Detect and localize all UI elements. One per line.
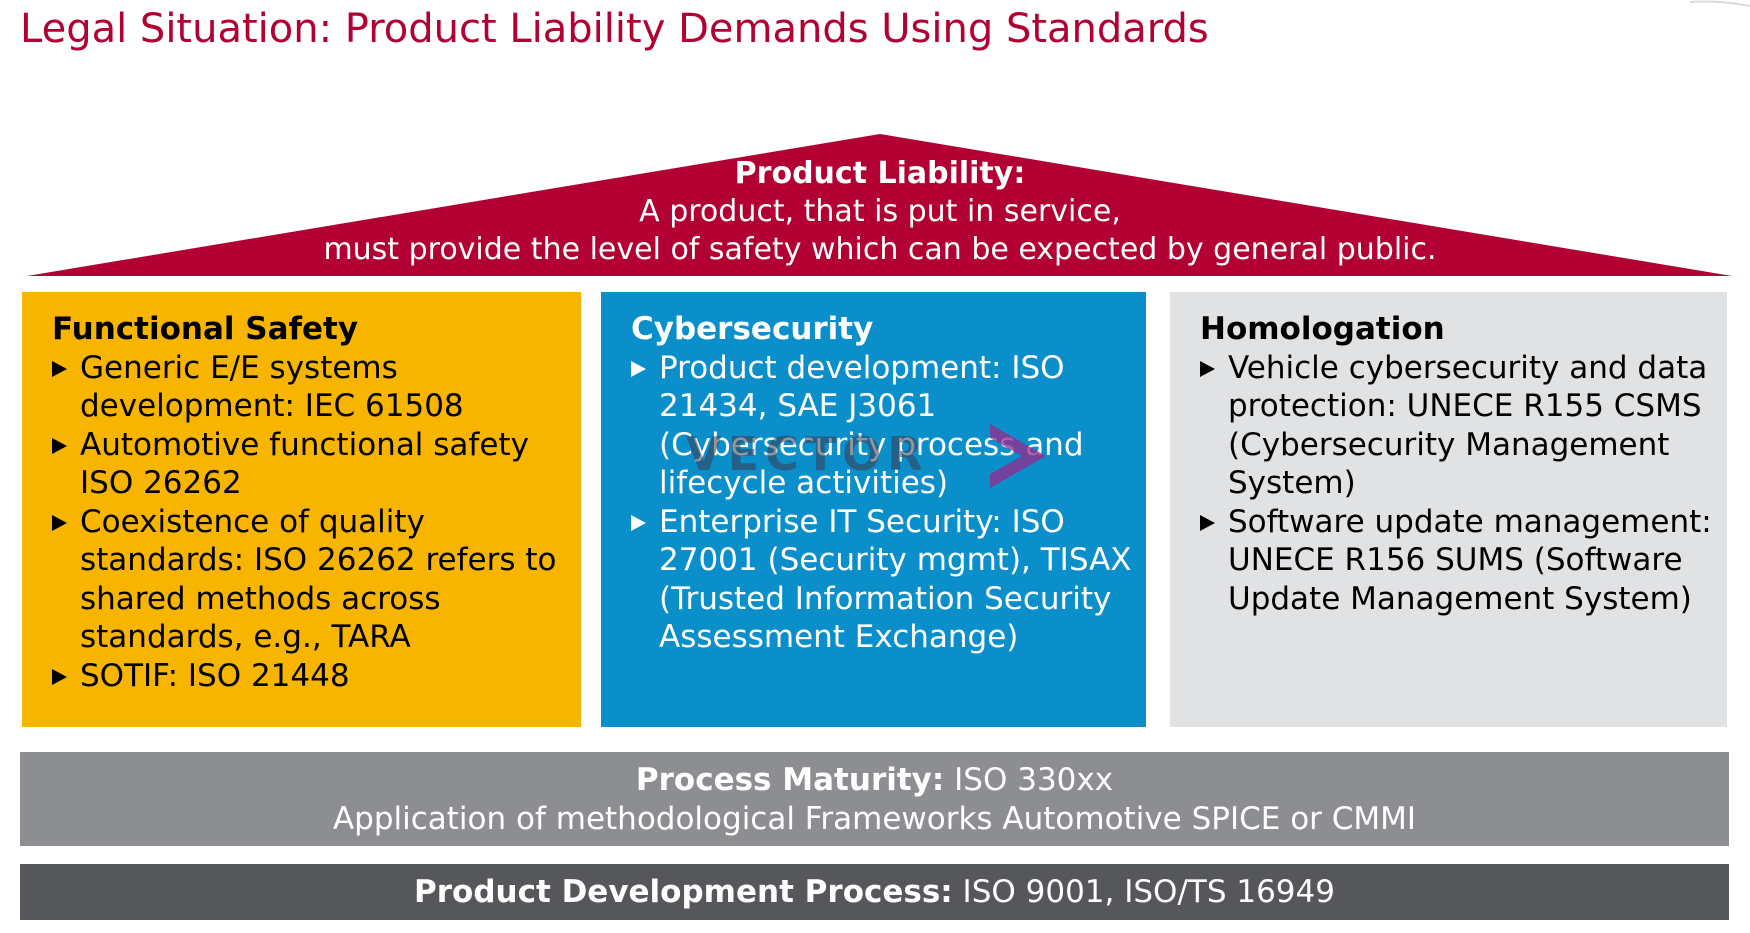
roof-heading: Product Liability: xyxy=(734,156,1026,191)
list-item-text: Automotive functional safety ISO 26262 xyxy=(80,426,529,502)
bullet-arrow-icon xyxy=(1200,514,1215,531)
bullet-arrow-icon xyxy=(631,514,646,531)
bullet-arrow-icon xyxy=(52,668,67,685)
process-maturity-value: ISO 330xx xyxy=(954,762,1114,798)
roof-triangle xyxy=(27,134,1732,276)
product-development-band: Product Development Process: ISO 9001, I… xyxy=(20,864,1729,920)
pillar-list: Vehicle cybersecurity and data protectio… xyxy=(1200,349,1727,619)
pillar-list: Product development: ISO 21434, SAE J306… xyxy=(631,349,1146,657)
list-item-text: SOTIF: ISO 21448 xyxy=(80,657,350,694)
bullet-arrow-icon xyxy=(631,360,646,377)
process-maturity-line-2: Application of methodological Frameworks… xyxy=(332,800,1417,837)
list-item-text: Enterprise IT Security: ISO 27001 (Secur… xyxy=(659,503,1132,656)
process-maturity-band: Process Maturity: ISO 330xx Application … xyxy=(20,752,1729,846)
list-item: Generic E/E systems development: IEC 615… xyxy=(52,349,581,426)
corner-decoration xyxy=(1689,0,1750,7)
process-maturity-line-1: Process Maturity: ISO 330xx xyxy=(20,761,1729,800)
list-item: Coexistence of quality standards: ISO 26… xyxy=(52,503,581,657)
list-item: Automotive functional safety ISO 26262 xyxy=(52,426,581,503)
process-maturity-label: Process Maturity: xyxy=(635,762,945,798)
pillar-functional-safety: Functional Safety Generic E/E systems de… xyxy=(22,292,581,727)
slide-title: Legal Situation: Product Liability Deman… xyxy=(20,6,1209,52)
pillar-homologation: Homologation Vehicle cybersecurity and d… xyxy=(1170,292,1727,727)
bullet-arrow-icon xyxy=(1200,360,1215,377)
product-development-value: ISO 9001, ISO/TS 16949 xyxy=(962,874,1335,910)
bullet-arrow-icon xyxy=(52,514,67,531)
list-item: SOTIF: ISO 21448 xyxy=(52,657,581,696)
list-item-text: Generic E/E systems development: IEC 615… xyxy=(80,349,464,425)
pillar-cybersecurity: Cybersecurity Product development: ISO 2… xyxy=(601,292,1146,727)
bullet-arrow-icon xyxy=(52,437,67,454)
pillar-list: Generic E/E systems development: IEC 615… xyxy=(52,349,581,696)
roof-line-1: A product, that is put in service, xyxy=(639,194,1121,229)
list-item-text: Coexistence of quality standards: ISO 26… xyxy=(80,503,557,656)
list-item-text: Vehicle cybersecurity and data protectio… xyxy=(1228,349,1708,502)
pillar-title: Functional Safety xyxy=(52,311,359,347)
list-item: Software update management: UNECE R156 S… xyxy=(1200,503,1727,619)
list-item-text: Software update management: UNECE R156 S… xyxy=(1228,503,1712,617)
list-item: Vehicle cybersecurity and data protectio… xyxy=(1200,349,1727,503)
bullet-arrow-icon xyxy=(52,360,67,377)
pillar-title: Cybersecurity xyxy=(631,311,874,347)
roof-line-2: must provide the level of safety which c… xyxy=(323,232,1437,267)
roof-text: Product Liability: A product, that is pu… xyxy=(200,155,1560,269)
list-item-text: Product development: ISO 21434, SAE J306… xyxy=(659,349,1084,502)
list-item: Product development: ISO 21434, SAE J306… xyxy=(631,349,1146,503)
product-development-label: Product Development Process: xyxy=(414,874,953,910)
pillar-title: Homologation xyxy=(1200,311,1445,347)
list-item: Enterprise IT Security: ISO 27001 (Secur… xyxy=(631,503,1146,657)
